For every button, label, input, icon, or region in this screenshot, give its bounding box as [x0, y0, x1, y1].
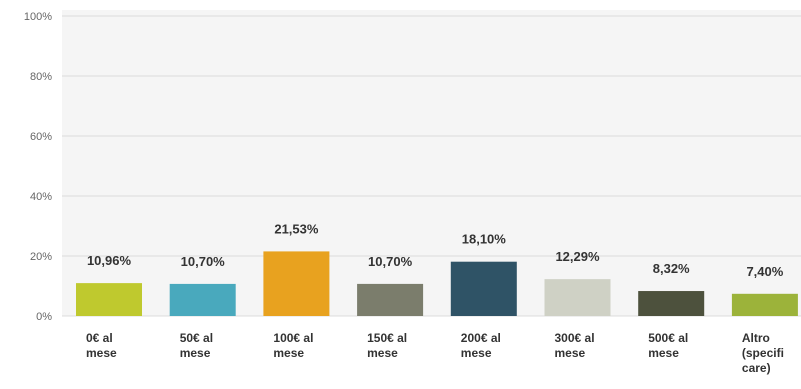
- data-label: 7,40%: [746, 264, 783, 279]
- bar: [638, 291, 705, 316]
- bars: [76, 251, 798, 316]
- data-label: 12,29%: [555, 249, 600, 264]
- data-label: 10,96%: [87, 253, 132, 268]
- y-tick-label: 40%: [30, 191, 52, 203]
- data-label: 8,32%: [653, 261, 690, 276]
- x-tick-label-line: mese: [273, 346, 304, 360]
- data-label: 18,10%: [462, 232, 507, 247]
- x-tick-label: 200€ al mese: [461, 331, 501, 360]
- x-tick-label-line: mese: [555, 346, 586, 360]
- x-tick-label-line: Altro: [742, 331, 770, 345]
- x-tick-label-line: 150€ al: [367, 331, 407, 345]
- x-tick-label-line: mese: [180, 346, 211, 360]
- x-tick-label-line: 50€ al: [180, 331, 213, 345]
- x-tick-label-line: 200€ al: [461, 331, 501, 345]
- bar: [450, 261, 517, 316]
- x-tick-label-line: care): [742, 361, 771, 375]
- x-tick-label-line: 100€ al: [273, 331, 313, 345]
- x-tick-label-line: mese: [648, 346, 679, 360]
- y-tick-label: 100%: [24, 11, 52, 23]
- bar: [544, 279, 611, 316]
- x-tick-label: 150€ al mese: [367, 331, 407, 360]
- x-tick-label-line: 500€ al: [648, 331, 688, 345]
- plot-area: [62, 10, 801, 316]
- bar: [357, 283, 424, 316]
- data-label: 10,70%: [368, 254, 413, 269]
- bar: [731, 293, 798, 316]
- y-tick-label: 20%: [30, 251, 52, 263]
- y-axis-ticks: 0% 20% 40% 60% 80% 100%: [24, 11, 52, 323]
- x-tick-label-line: mese: [461, 346, 492, 360]
- y-tick-label: 80%: [30, 71, 52, 83]
- x-tick-label: 50€ al mese: [180, 331, 213, 360]
- x-tick-label-line: 300€ al: [555, 331, 595, 345]
- x-tick-label-line: 0€ al: [86, 331, 113, 345]
- x-tick-label-line: mese: [367, 346, 398, 360]
- x-tick-label: 100€ al mese: [273, 331, 313, 360]
- y-tick-label: 60%: [30, 131, 52, 143]
- y-tick-label: 0%: [36, 311, 52, 323]
- x-tick-label: Altro (specifi care): [742, 331, 784, 375]
- x-tick-label-line: mese: [86, 346, 117, 360]
- data-label: 10,70%: [181, 254, 226, 269]
- x-tick-label: 500€ al mese: [648, 331, 688, 360]
- x-tick-label-line: (specifi: [742, 346, 784, 360]
- bar: [263, 251, 330, 316]
- x-tick-label: 300€ al mese: [555, 331, 595, 360]
- data-label: 21,53%: [274, 221, 319, 236]
- data-labels: 10,96% 10,70% 21,53% 10,70% 18,10% 12,29% 8,32…: [87, 221, 784, 278]
- bar: [76, 283, 142, 316]
- x-tick-label: 0€ al mese: [86, 331, 117, 360]
- bar: [169, 283, 236, 316]
